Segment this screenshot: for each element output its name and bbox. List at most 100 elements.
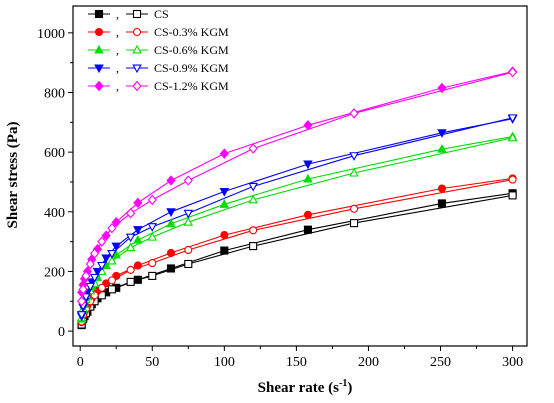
- data-point-open: [148, 271, 157, 280]
- axes: 0 50 100 150 200 250 300 0 200 400 600 800 1000: [37, 27, 523, 370]
- legend-marker-open: [132, 80, 142, 92]
- y-tick-label: 800: [44, 86, 65, 101]
- fit-curves: [81, 71, 513, 326]
- y-tick-label: 200: [44, 265, 65, 280]
- data-point-filled: [437, 143, 447, 153]
- data-point-open: [349, 152, 359, 161]
- legend-marker-filled: [94, 27, 104, 37]
- legend-label: CS-0.9% KGM: [154, 61, 229, 75]
- plot-frame: [72, 5, 528, 347]
- data-point-open: [147, 194, 157, 206]
- data-point-filled: [220, 231, 229, 240]
- legend-label: CS: [154, 7, 169, 21]
- data-point-open: [125, 233, 136, 243]
- fit-curve: [81, 137, 513, 318]
- data-point-open: [126, 265, 135, 274]
- legend-marker-filled: [94, 9, 104, 19]
- y-tick-label: 0: [58, 325, 65, 340]
- data-point-filled: [303, 225, 312, 234]
- data-point-filled: [437, 184, 447, 193]
- x-tick-label: 250: [430, 355, 451, 370]
- data-point-open: [147, 231, 158, 241]
- data-point-open: [349, 108, 359, 119]
- data-point-filled: [111, 249, 122, 259]
- legend: , CS, CS-0.3% KGM, CS-0.6% KGM, CS-0.9% KGM,…: [88, 7, 229, 93]
- data-point-open: [249, 226, 258, 235]
- data-point-open: [249, 242, 258, 251]
- legend-comma: ,: [116, 25, 119, 39]
- data-point-open: [97, 261, 107, 271]
- data-point-filled: [133, 234, 143, 244]
- data-point-filled: [303, 160, 313, 170]
- data-point-open: [81, 270, 91, 282]
- legend-marker-filled: [94, 64, 104, 74]
- data-point-filled: [219, 148, 229, 159]
- data-point-open: [125, 242, 136, 252]
- y-tick-label: 1000: [37, 27, 65, 42]
- x-tick-label: 0: [77, 355, 84, 370]
- plot-area: [72, 5, 528, 347]
- legend-marker-filled: [94, 44, 104, 54]
- data-point-open: [349, 204, 359, 213]
- data-point-filled: [111, 217, 121, 228]
- data-point-open: [147, 223, 158, 232]
- data-point-open: [248, 182, 258, 192]
- data-point-filled: [133, 197, 143, 209]
- data-point-open: [508, 175, 517, 184]
- fit-curve: [81, 71, 513, 302]
- x-tick-label: 300: [502, 355, 523, 370]
- data-point-open: [89, 273, 100, 283]
- data-point-open: [107, 276, 116, 285]
- data-point-open: [107, 255, 117, 265]
- data-point-filled: [303, 210, 312, 219]
- data-point-filled: [133, 261, 142, 270]
- data-point-open: [107, 222, 117, 234]
- legend-label: CS-1.2% KGM: [154, 79, 229, 93]
- data-point-open: [508, 191, 517, 200]
- fit-curve: [81, 117, 513, 315]
- data-point-filled: [166, 264, 176, 273]
- data-point-open: [126, 208, 136, 219]
- x-tick-label: 200: [358, 355, 379, 370]
- data-point-open: [248, 194, 258, 204]
- x-tick-label: 50: [145, 355, 159, 370]
- x-axis-title-main: Shear rate (s: [258, 380, 340, 396]
- data-point-open: [507, 132, 518, 142]
- fit-curve: [81, 192, 513, 326]
- data-point-open: [78, 284, 88, 295]
- data-point-open: [183, 209, 194, 219]
- fit-curve: [81, 179, 513, 322]
- data-point-filled: [133, 226, 143, 235]
- data-point-filled: [437, 199, 447, 208]
- data-point-filled: [303, 120, 313, 131]
- legend-comma: ,: [116, 79, 119, 93]
- y-tick-label: 600: [44, 146, 65, 161]
- data-point-open: [107, 250, 117, 259]
- data-point-open: [90, 248, 100, 259]
- legend-marker-open: [132, 64, 142, 74]
- data-point-filled: [303, 173, 313, 183]
- data-point-open: [507, 114, 518, 124]
- data-point-filled: [166, 175, 176, 186]
- data-point-open: [183, 217, 194, 226]
- data-point-open: [248, 143, 258, 154]
- data-point-filled: [101, 230, 111, 241]
- fit-curve: [81, 177, 513, 323]
- data-point-open: [85, 282, 96, 292]
- data-point-filled: [111, 242, 122, 252]
- legend-comma: ,: [116, 61, 119, 75]
- data-point-open: [508, 67, 518, 78]
- data-point-open: [85, 258, 95, 270]
- legend-comma: ,: [116, 7, 119, 21]
- data-point-open: [81, 293, 91, 302]
- data-point-filled: [92, 267, 103, 277]
- x-tick-label: 150: [286, 355, 307, 370]
- data-markers: [76, 66, 518, 330]
- data-point-filled: [220, 246, 229, 255]
- legend-marker-open: [132, 44, 142, 54]
- data-point-filled: [437, 82, 447, 94]
- data-point-filled: [166, 248, 176, 257]
- data-point-open: [349, 167, 359, 177]
- legend-label: CS-0.3% KGM: [154, 25, 229, 39]
